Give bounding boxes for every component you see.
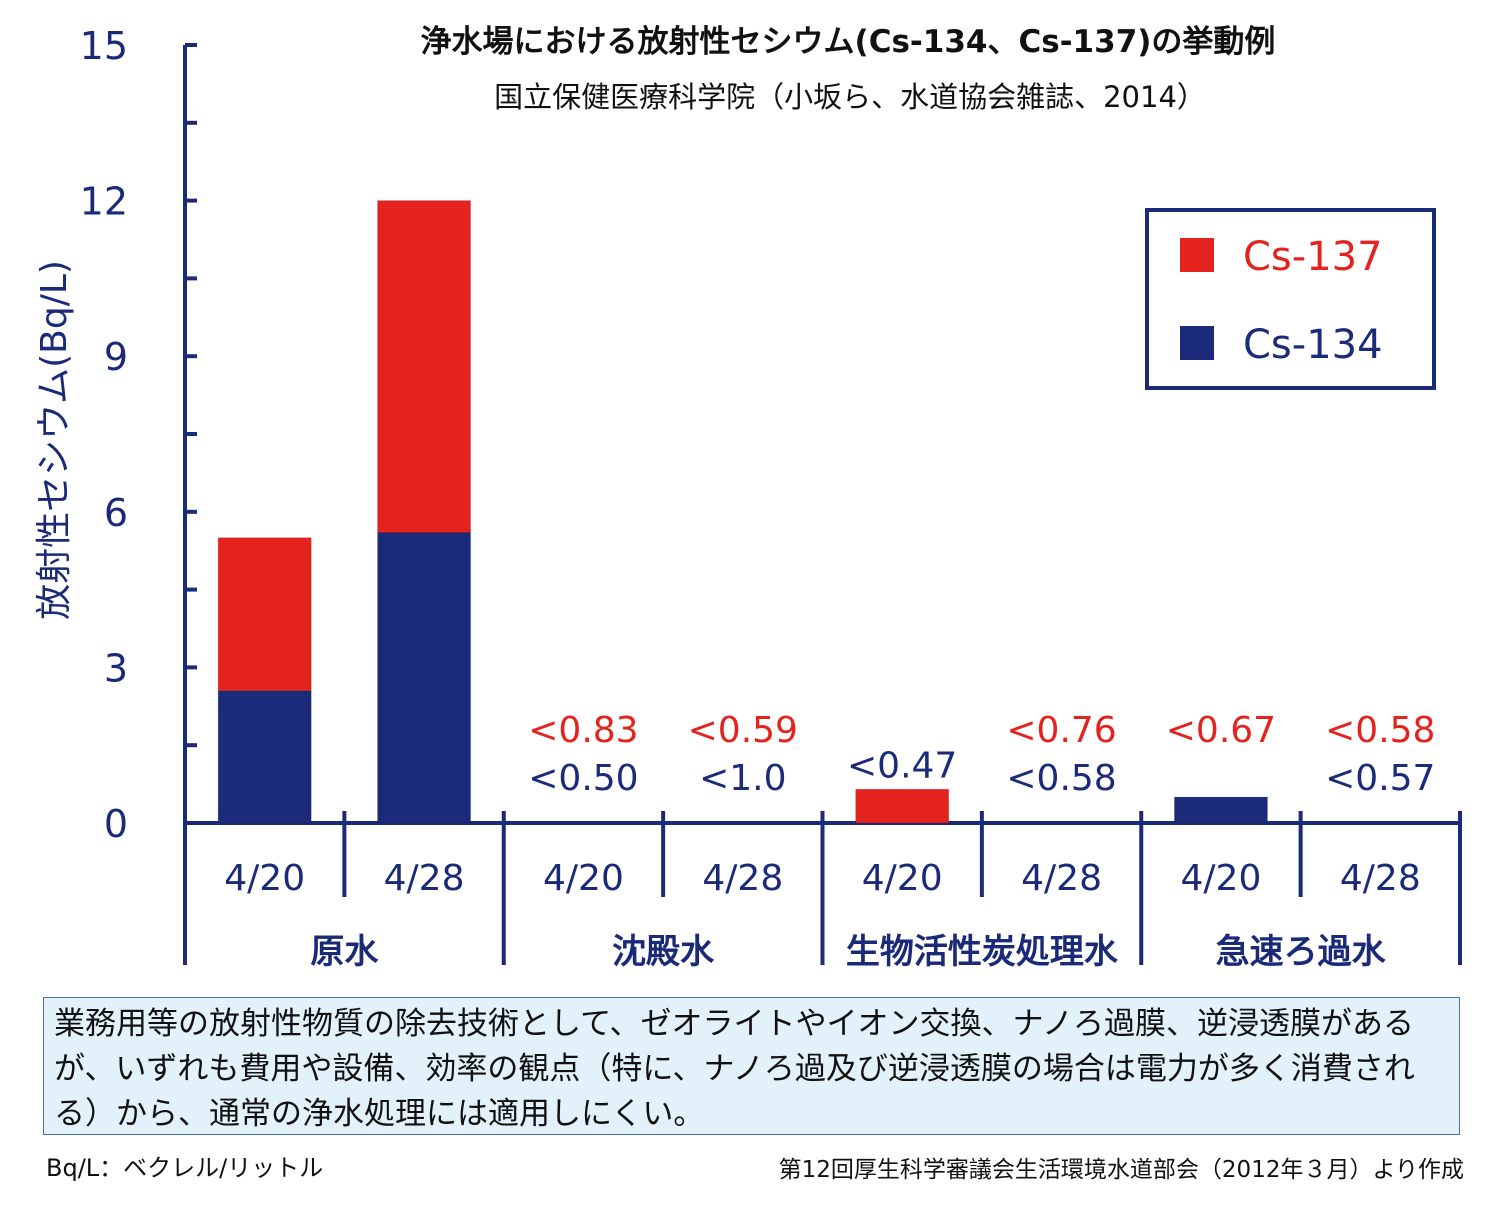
y-tick-label: 9 bbox=[104, 335, 128, 379]
category-label: 4/28 bbox=[1021, 858, 1102, 899]
data-label-cs134: <1.0 bbox=[699, 758, 786, 799]
note-box: 業務用等の放射性物質の除去技術として、ゼオライトやイオン交換、ナノろ過膜、逆浸透… bbox=[43, 997, 1460, 1135]
data-label-cs134: <0.58 bbox=[1006, 758, 1116, 799]
bar-cs-134 bbox=[377, 532, 472, 824]
y-tick-label: 0 bbox=[104, 802, 128, 846]
chart-title: 浄水場における放射性セシウム(Cs-134、Cs-137)の挙動例 bbox=[421, 24, 1276, 60]
y-tick-label: 6 bbox=[104, 491, 128, 535]
data-label-cs137: <0.67 bbox=[1166, 710, 1276, 751]
y-tick-label: 15 bbox=[80, 24, 128, 68]
chart-subtitle: 国立保健医療科学院（小坂ら、水道協会雑誌、2014） bbox=[494, 80, 1206, 114]
unit-note: Bq/L：ベクレル/リットル bbox=[46, 1154, 324, 1182]
data-label-cs134: <0.47 bbox=[847, 745, 957, 786]
legend-label-cs134: Cs-134 bbox=[1243, 322, 1383, 368]
category-label: 4/20 bbox=[862, 858, 943, 899]
legend-swatch-cs134 bbox=[1180, 326, 1214, 360]
category-label: 4/28 bbox=[702, 858, 783, 899]
bar-cs-134 bbox=[217, 690, 312, 824]
category-label: 4/28 bbox=[1340, 858, 1421, 899]
bar-cs-134 bbox=[1173, 796, 1268, 824]
data-label-cs137: <0.58 bbox=[1325, 710, 1435, 751]
y-tick-label: 3 bbox=[104, 646, 128, 690]
category-label: 4/20 bbox=[1181, 858, 1262, 899]
chart: 浄水場における放射性セシウム(Cs-134、Cs-137)の挙動例 国立保健医療… bbox=[34, 24, 1462, 972]
category-label: 4/28 bbox=[384, 858, 465, 899]
group-label: 生物活性炭処理水 bbox=[846, 932, 1119, 972]
bar-cs-137 bbox=[217, 537, 312, 692]
bar-cs-137 bbox=[377, 200, 472, 534]
data-label-cs137: <0.59 bbox=[688, 710, 798, 751]
data-label-cs137: <0.83 bbox=[528, 710, 638, 751]
y-tick-label: 12 bbox=[80, 180, 128, 224]
source-note: 第12回厚生科学審議会生活環境水道部会（2012年３月）より作成 bbox=[778, 1157, 1464, 1183]
legend: Cs-137 Cs-134 bbox=[1145, 208, 1436, 390]
group-label: 急速ろ過水 bbox=[1216, 932, 1387, 972]
legend-label-cs137: Cs-137 bbox=[1243, 234, 1383, 280]
group-label: 原水 bbox=[310, 932, 379, 972]
bar-cs-137 bbox=[855, 788, 950, 824]
y-axis-label: 放射性セシウム(Bq/L) bbox=[34, 260, 75, 620]
data-label-cs137: <0.76 bbox=[1006, 710, 1116, 751]
data-label-cs134: <0.57 bbox=[1325, 758, 1435, 799]
category-label: 4/20 bbox=[543, 858, 624, 899]
data-label-cs134: <0.50 bbox=[528, 758, 638, 799]
group-label: 沈殿水 bbox=[612, 932, 715, 972]
legend-swatch-cs137 bbox=[1180, 238, 1214, 272]
category-label: 4/20 bbox=[224, 858, 305, 899]
